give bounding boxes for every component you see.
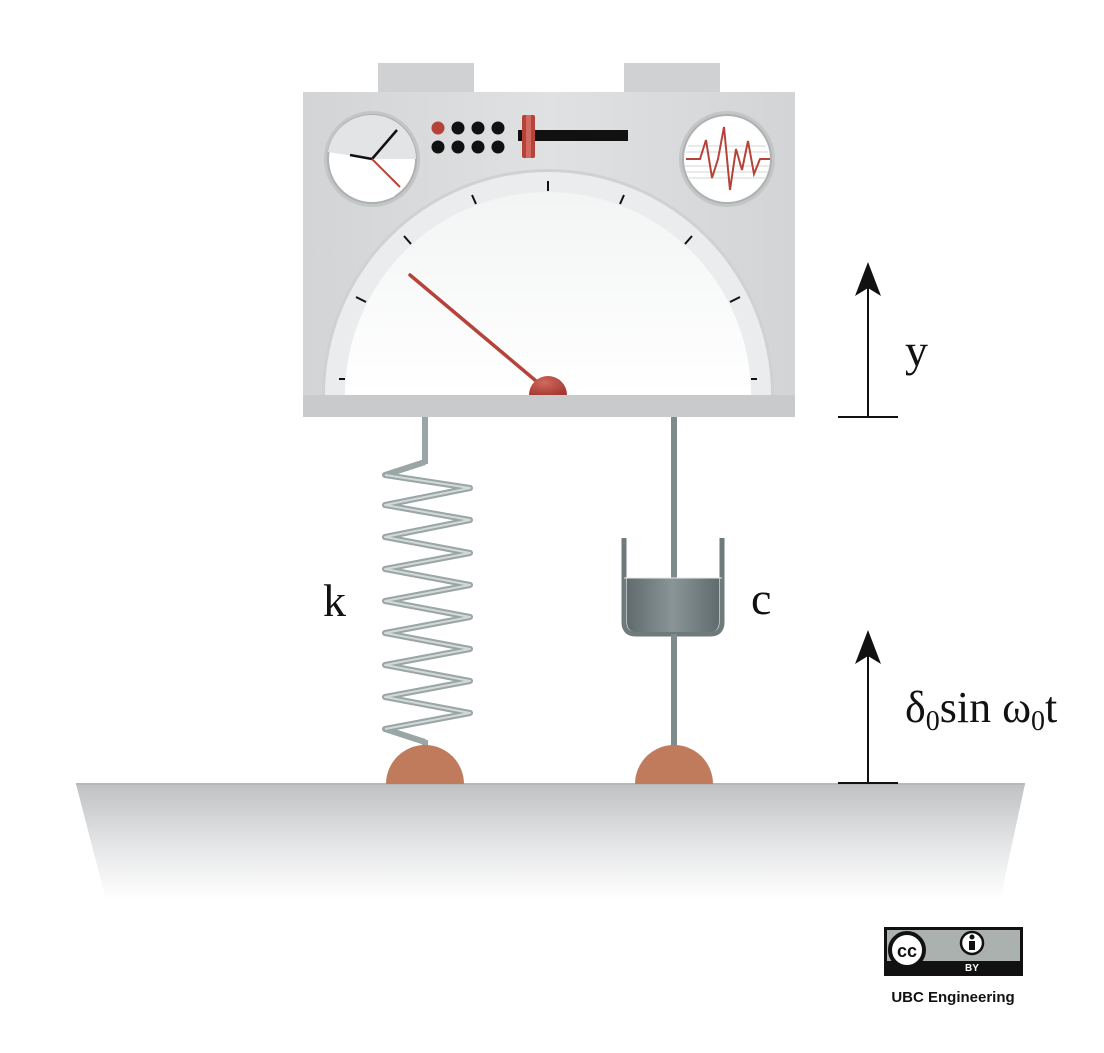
displacement-label: y (905, 325, 928, 376)
spring-foot (386, 745, 464, 784)
main-dial (322, 169, 774, 395)
base-motion-label: δ0sin ω0t (905, 683, 1057, 737)
base-motion-mid: sin ω (940, 683, 1031, 732)
damper (621, 417, 725, 760)
base-motion-sub1: 0 (926, 706, 940, 737)
slider-control (518, 115, 628, 158)
waveform-icon (679, 111, 775, 207)
base-motion-suffix: t (1045, 683, 1057, 732)
cc-glyph: cc (897, 941, 917, 961)
instrument-mass (303, 63, 795, 417)
up-arrow-icon (855, 630, 881, 664)
dial-pivot (529, 376, 567, 395)
cc-by-badge: cc BY (884, 927, 1023, 976)
dial-needle (408, 273, 550, 393)
clock-icon (324, 111, 420, 207)
base-motion-prefix: δ (905, 683, 926, 732)
damper-label: c (751, 573, 771, 624)
credit-text: UBC Engineering (891, 989, 1014, 1006)
spring-label: k (323, 575, 346, 626)
by-label: BY (965, 963, 979, 974)
spring (382, 417, 473, 760)
base-motion-arrow (838, 630, 898, 784)
right-tab (624, 63, 720, 93)
person-icon (959, 930, 985, 956)
ground-base (76, 783, 1025, 900)
displacement-arrow (838, 262, 898, 418)
up-arrow-icon (855, 262, 881, 296)
cc-icon (888, 931, 926, 969)
indicator-dots (431, 121, 505, 154)
dial-ticks (339, 181, 757, 380)
damper-foot (635, 745, 713, 784)
base-motion-sub2: 0 (1031, 706, 1045, 737)
left-tab (378, 63, 474, 93)
